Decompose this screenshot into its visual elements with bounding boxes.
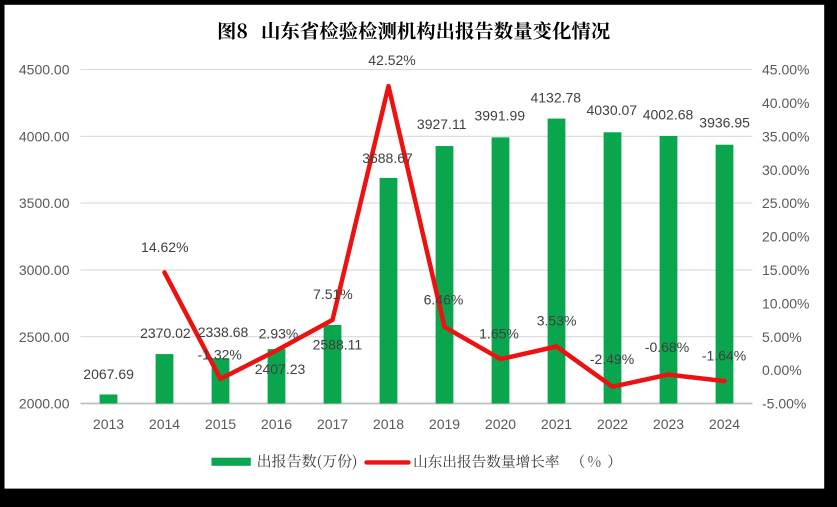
svg-text:2.93%: 2.93% [259,326,299,342]
svg-text:2000.00: 2000.00 [19,396,70,412]
svg-text:14.62%: 14.62% [141,239,188,255]
svg-text:-1.32%: -1.32% [198,347,242,363]
svg-text:3927.11: 3927.11 [417,116,467,132]
svg-text:2500.00: 2500.00 [19,329,70,345]
svg-text:3991.99: 3991.99 [474,108,525,124]
svg-text:2024: 2024 [709,416,740,432]
svg-text:2018: 2018 [373,416,404,432]
svg-text:4002.68: 4002.68 [643,106,694,122]
svg-text:4030.07: 4030.07 [586,102,637,118]
svg-text:2588.11: 2588.11 [313,337,363,353]
svg-text:7.51%: 7.51% [313,286,353,302]
svg-text:3500.00: 3500.00 [19,195,70,211]
svg-text:-0.68%: -0.68% [645,339,689,355]
svg-text:30.00%: 30.00% [762,162,809,178]
svg-text:-2.49%: -2.49% [590,351,634,367]
svg-text:2023: 2023 [653,416,684,432]
svg-text:42.52%: 42.52% [368,52,415,68]
svg-text:4132.78: 4132.78 [530,90,581,106]
svg-text:1.65%: 1.65% [479,326,519,342]
svg-text:2407.23: 2407.23 [255,361,306,377]
svg-text:0.00%: 0.00% [762,362,802,378]
svg-text:3936.95: 3936.95 [699,114,750,130]
svg-text:4500.00: 4500.00 [19,62,70,78]
svg-text:15.00%: 15.00% [762,262,809,278]
svg-text:5.00%: 5.00% [762,329,802,345]
svg-text:2067.69: 2067.69 [83,366,134,382]
svg-text:40.00%: 40.00% [762,95,809,111]
svg-text:6.46%: 6.46% [424,292,464,308]
svg-text:3688.67: 3688.67 [362,150,413,166]
svg-text:3000.00: 3000.00 [19,262,70,278]
svg-text:2016: 2016 [261,416,292,432]
svg-text:2013: 2013 [93,416,124,432]
svg-text:2017: 2017 [317,416,348,432]
svg-text:20.00%: 20.00% [762,229,809,245]
svg-text:-1.64%: -1.64% [702,347,746,363]
svg-text:25.00%: 25.00% [762,195,809,211]
svg-text:45.00%: 45.00% [762,62,809,78]
svg-text:-5.00%: -5.00% [762,396,806,412]
svg-text:2014: 2014 [149,416,180,432]
svg-text:4000.00: 4000.00 [19,128,70,144]
svg-text:2338.68: 2338.68 [198,324,249,340]
svg-text:3.53%: 3.53% [537,313,577,329]
svg-text:2370.02: 2370.02 [140,325,191,341]
svg-text:2021: 2021 [541,416,572,432]
svg-text:2019: 2019 [429,416,460,432]
svg-text:2020: 2020 [485,416,516,432]
svg-text:2022: 2022 [597,416,628,432]
svg-text:2015: 2015 [205,416,236,432]
svg-text:35.00%: 35.00% [762,128,809,144]
svg-text:10.00%: 10.00% [762,295,809,311]
